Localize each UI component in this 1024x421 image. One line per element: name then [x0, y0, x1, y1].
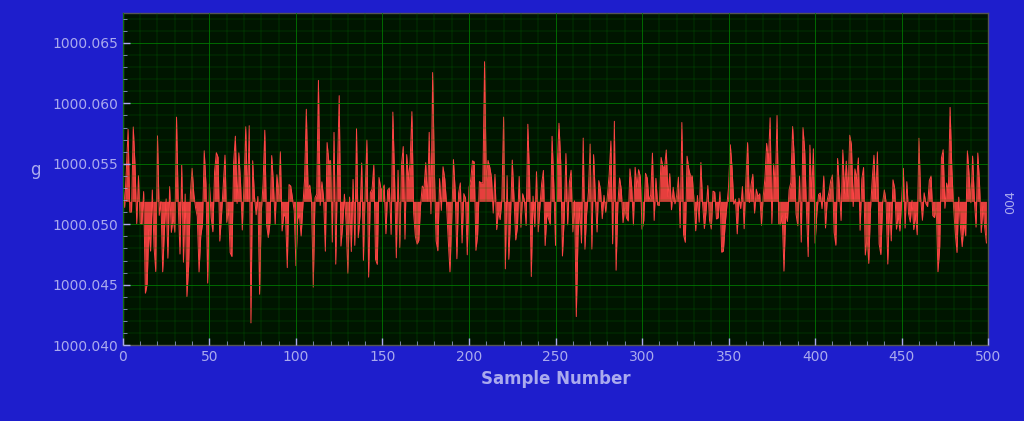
Text: 004: 004 — [1004, 190, 1017, 214]
Y-axis label: g: g — [31, 161, 41, 179]
X-axis label: Sample Number: Sample Number — [480, 370, 631, 388]
